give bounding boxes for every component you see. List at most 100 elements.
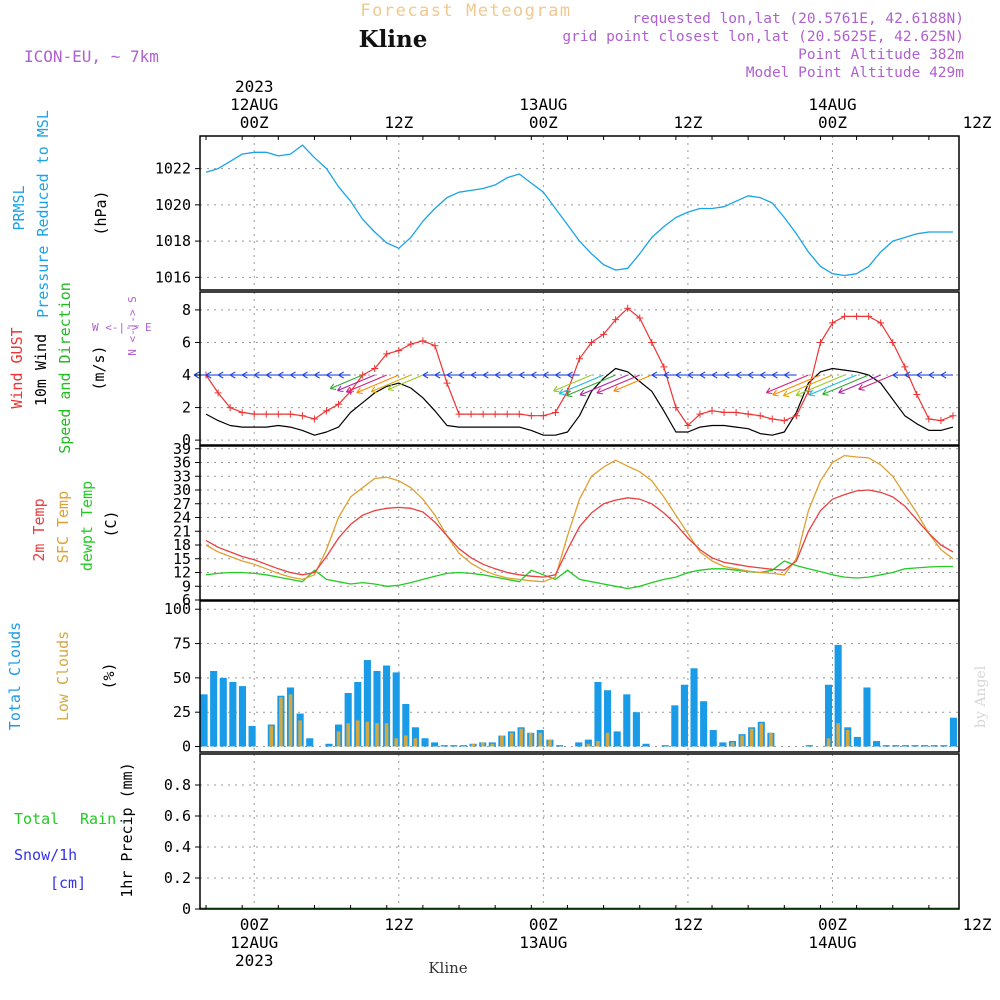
low-cloud-bar — [336, 731, 341, 747]
wind-direction-arrow — [783, 374, 833, 397]
model-label: ICON-EU, ~ 7km — [24, 47, 159, 66]
sfc-temp-label: SFC Temp — [54, 491, 72, 563]
total-cloud-bar — [306, 738, 314, 747]
wind-direction-arrowhead — [795, 390, 803, 397]
wind-direction-arrowhead — [434, 371, 441, 379]
top-hour-label: 12Z — [384, 113, 413, 132]
wind-direction-arrowhead — [940, 371, 947, 379]
wind-direction-arrowhead — [329, 383, 337, 391]
wind-direction-arrowhead — [565, 390, 573, 398]
bottom-date-label: 12AUG — [230, 933, 278, 952]
total-cloud-bar — [863, 687, 871, 747]
gust-marker — [853, 312, 861, 320]
low-cloud-bar — [826, 738, 831, 747]
total-cloud-bar — [901, 745, 909, 747]
total-cloud-bar — [921, 745, 929, 747]
gust-marker — [335, 400, 343, 408]
pressure-unit-label: (hPa) — [92, 190, 110, 235]
y-tick-label: 33 — [173, 467, 191, 485]
wind-direction-arrowhead — [858, 384, 865, 391]
temp-unit-label: (C) — [102, 510, 120, 537]
wind-direction-arrow — [356, 374, 399, 394]
wind-direction-arrow — [566, 374, 616, 397]
top-hour-label: 00Z — [529, 113, 558, 132]
low-cloud-bar — [480, 742, 485, 747]
total-cloud-bar — [594, 681, 602, 747]
precip-total-label: Total — [14, 810, 59, 828]
total-cloud-bar — [892, 745, 900, 747]
gust-marker — [323, 407, 330, 415]
y-tick-label: 1020 — [155, 196, 191, 214]
total-cloud-bar — [623, 694, 631, 747]
wind-direction-arrowhead — [241, 371, 248, 379]
gust-marker — [467, 410, 475, 418]
label-layer: 1016101810201022024686912151821242730333… — [6, 77, 992, 970]
wind-direction-arrowhead — [338, 371, 345, 379]
temp2m-label: 2m Temp — [30, 498, 48, 561]
wind-direction-arrowhead — [519, 371, 525, 379]
y-tick-label: 9 — [182, 577, 191, 595]
low-cloud-bar — [749, 728, 754, 747]
bottom-hour-label: 12Z — [963, 915, 992, 934]
wind-direction-arrowhead — [782, 390, 790, 398]
total-cloud-bar — [671, 705, 679, 747]
total-cloud-bar — [709, 730, 717, 747]
total-cloud-bar — [690, 668, 698, 747]
total-cloud-bar — [911, 745, 919, 747]
total-cloud-bar — [210, 671, 218, 747]
wind-direction-arrowhead — [387, 384, 395, 392]
low-cloud-bar — [394, 738, 398, 747]
total-cloud-bar — [719, 742, 727, 747]
low-cloud-bar — [355, 720, 360, 747]
wind-direction-arrowhead — [205, 371, 212, 379]
wind-direction-arrow — [371, 374, 412, 393]
wind-direction-arrowhead — [687, 371, 694, 379]
total-cloud-bar — [700, 701, 708, 747]
top-year-label: 2023 — [235, 77, 274, 96]
wind-direction-arrowhead — [711, 371, 718, 379]
top-hour-label: 12Z — [963, 113, 992, 132]
low-cloud-bar — [269, 725, 274, 747]
gust-marker — [937, 417, 945, 425]
y-tick-label: 25 — [173, 703, 191, 721]
gust-marker — [780, 417, 788, 425]
wind-direction-arrowhead — [772, 371, 778, 379]
wind-direction-arrowhead — [892, 371, 899, 379]
y-tick-label: 0 — [182, 900, 191, 918]
gust-marker — [816, 338, 824, 346]
low-cloud-bar — [586, 743, 591, 747]
low-cloud-bar — [413, 738, 418, 747]
panel-frame — [199, 445, 960, 601]
gust-marker — [612, 316, 620, 324]
y-tick-label: 39 — [173, 440, 191, 458]
frame-layer — [195, 135, 960, 910]
wind-direction-arrowhead — [772, 389, 779, 397]
wind-direction-arrowhead — [699, 371, 706, 379]
wind-direction-arrowhead — [558, 388, 566, 396]
gust-marker — [925, 415, 933, 423]
total-cloud-bar — [219, 677, 227, 747]
gust-marker — [768, 415, 776, 423]
wind-direction-arrowhead — [193, 371, 200, 379]
gust-marker — [865, 312, 873, 320]
gust-marker — [600, 330, 608, 338]
gust-marker — [708, 407, 716, 415]
wind-direction-arrowhead — [506, 371, 513, 379]
y-tick-label: 12 — [173, 564, 191, 582]
clouds-unit-label: (%) — [100, 662, 118, 689]
y-tick-label: 1022 — [155, 160, 191, 178]
y-tick-label: 36 — [173, 454, 191, 472]
panel-frame — [199, 291, 960, 446]
gust-marker — [274, 410, 282, 418]
low-cloud-bar — [759, 723, 764, 747]
wind-direction-arrowhead — [838, 387, 845, 395]
y-tick-label: 6 — [182, 591, 191, 609]
data-layer — [193, 144, 959, 909]
precip-unit-label: 1hr Precip (mm) — [118, 762, 136, 897]
total-cloud-bar — [940, 745, 948, 747]
bottom-hour-label: 00Z — [818, 915, 847, 934]
gust-marker — [250, 410, 258, 418]
total-cloud-bar — [450, 745, 458, 747]
gust-marker — [841, 312, 849, 320]
